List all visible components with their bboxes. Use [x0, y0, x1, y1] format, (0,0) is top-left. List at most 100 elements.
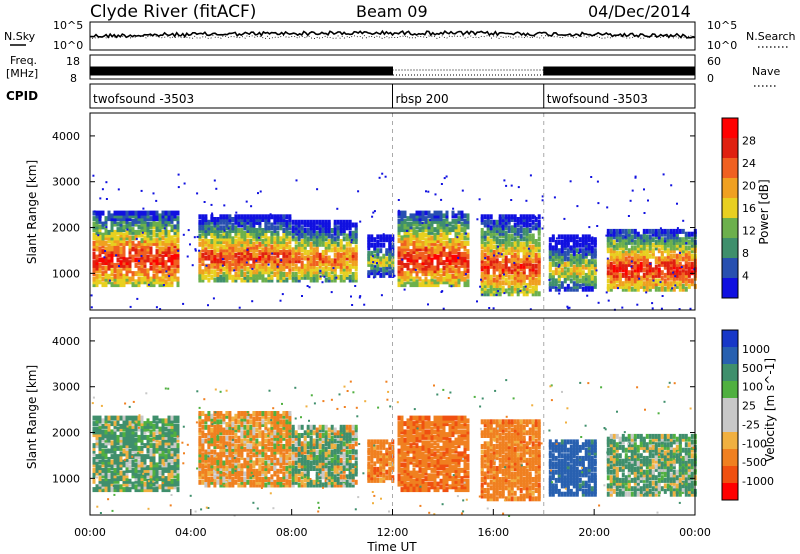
heatmap-cell	[225, 250, 229, 255]
heatmap-cell	[107, 273, 111, 279]
heatmap-cell	[285, 424, 289, 430]
heatmap-cell	[557, 283, 561, 289]
heatmap-cell	[354, 277, 358, 283]
heatmap-cell	[264, 424, 268, 430]
heatmap-cell	[578, 278, 582, 284]
heatmap-cell	[501, 228, 505, 233]
heatmap-cell	[642, 275, 646, 281]
heatmap-cell	[415, 210, 419, 216]
heatmap-cell	[237, 222, 241, 228]
heatmap-cell	[104, 454, 108, 460]
heatmap-cell	[587, 248, 591, 254]
heatmap-cell	[294, 272, 298, 277]
heatmap-cell	[480, 217, 484, 222]
heatmap-cell	[207, 266, 211, 272]
heatmap-cell	[216, 463, 220, 469]
heatmap-cell	[243, 424, 247, 430]
heatmap-cell	[122, 235, 126, 241]
heatmap-cell	[442, 227, 446, 233]
heatmap-cell	[155, 443, 159, 449]
heatmap-cell	[572, 256, 576, 262]
heatmap-cell	[237, 236, 241, 242]
heatmap-cell	[264, 452, 268, 458]
heatmap-cell	[146, 465, 150, 471]
heatmap-cell	[651, 283, 655, 289]
heatmap-cell	[421, 271, 425, 277]
heatmap-cell	[140, 240, 144, 246]
heatmap-cell	[152, 268, 156, 274]
heatmap-scatter	[203, 201, 206, 203]
heatmap-cell	[110, 481, 114, 487]
heatmap-cell	[95, 426, 99, 432]
heatmap-cell	[213, 452, 217, 458]
heatmap-cell	[642, 281, 646, 287]
heatmap-cell	[587, 267, 591, 273]
heatmap-cell	[98, 279, 102, 285]
heatmap-cell	[176, 432, 180, 438]
heatmap-cell	[243, 225, 247, 231]
heatmap-scatter	[212, 297, 215, 300]
heatmap-cell	[684, 248, 688, 254]
heatmap-cell	[146, 235, 150, 241]
heatmap-cell	[240, 416, 244, 422]
heatmap-cell	[107, 473, 111, 479]
heatmap-cell	[537, 214, 541, 220]
heatmap-cell	[231, 477, 235, 482]
heatmap-cell	[243, 230, 247, 236]
heatmap-cell	[158, 229, 162, 235]
heatmap-cell	[264, 422, 268, 427]
heatmap-scatter	[480, 278, 482, 281]
heatmap-cell	[531, 266, 535, 272]
heatmap-cell	[675, 256, 679, 262]
heatmap-cell	[116, 276, 120, 282]
heatmap-cell	[201, 255, 205, 261]
heatmap-cell	[231, 222, 235, 228]
heatmap-cell	[134, 454, 138, 460]
heatmap-cell	[460, 254, 464, 260]
heatmap-scatter	[189, 243, 191, 246]
heatmap-cell	[409, 224, 413, 230]
heatmap-cell	[397, 227, 401, 233]
heatmap-cell	[234, 424, 238, 430]
heatmap-cell	[642, 261, 646, 267]
heatmap-cell	[234, 272, 238, 277]
heatmap-cell	[122, 238, 126, 244]
heatmap-cell	[92, 221, 96, 227]
heatmap-cell	[333, 272, 337, 277]
heatmap-cell	[164, 232, 168, 238]
heatmap-cell	[345, 250, 349, 255]
heatmap-cell	[424, 238, 428, 244]
heatmap-cell	[137, 218, 141, 224]
heatmap-cell	[279, 477, 283, 482]
heatmap-cell	[466, 273, 470, 279]
heatmap-cell	[92, 462, 96, 468]
heatmap-cell	[207, 252, 211, 258]
heatmap-cell	[113, 484, 117, 490]
heatmap-cell	[213, 438, 217, 444]
heatmap-cell	[348, 269, 352, 275]
heatmap-cell	[534, 222, 538, 228]
heatmap-cell	[315, 277, 319, 283]
heatmap-cell	[483, 263, 487, 269]
heatmap-cell	[336, 241, 340, 247]
heatmap-cell	[134, 279, 138, 285]
heatmap-cell	[110, 443, 114, 449]
heatmap-cell	[336, 219, 340, 225]
heatmap-cell	[351, 272, 355, 277]
heatmap-cell	[587, 250, 591, 256]
heatmap-cell	[648, 248, 652, 254]
heatmap-scatter	[129, 305, 132, 308]
heatmap-cell	[345, 222, 349, 228]
heatmap-cell	[161, 254, 165, 260]
heatmap-cell	[636, 283, 640, 289]
heatmap-cell	[351, 277, 355, 283]
heatmap-cell	[170, 481, 174, 487]
heatmap-scatter	[553, 196, 556, 199]
heatmap-cell	[572, 242, 576, 248]
heatmap-cell	[489, 283, 493, 288]
heatmap-cell	[430, 240, 434, 246]
heatmap-cell	[300, 269, 304, 275]
heatmap-cell	[252, 258, 256, 264]
heatmap-cell	[486, 225, 490, 231]
heatmap-cell	[107, 254, 111, 260]
